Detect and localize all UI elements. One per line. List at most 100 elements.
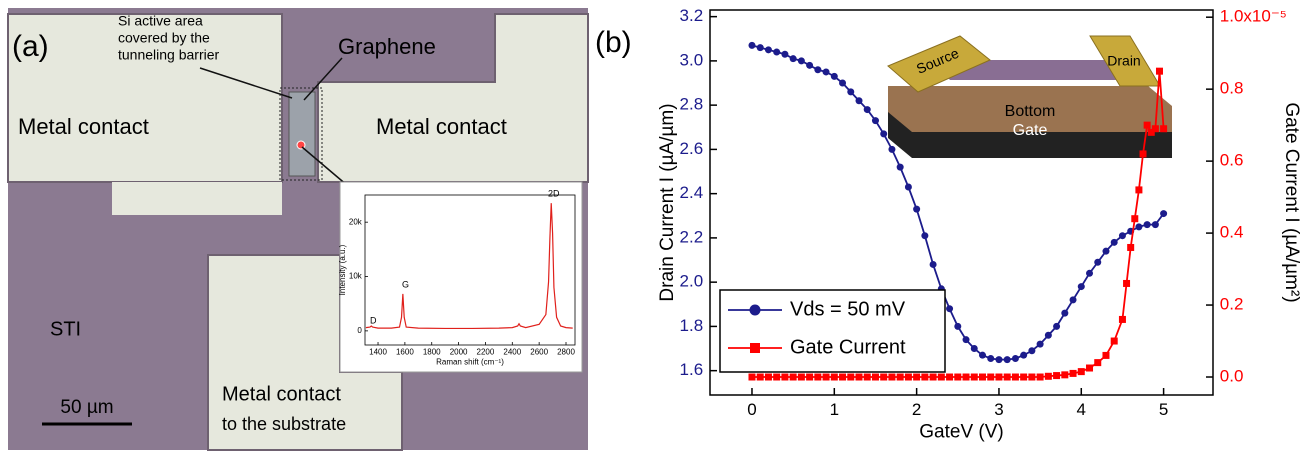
data-point: [814, 373, 822, 381]
data-point: [1160, 210, 1168, 218]
graphene-channel: [288, 91, 316, 177]
x-tick-label: 2000: [450, 347, 468, 356]
data-point: [871, 117, 879, 125]
x-tick-label: 2800: [557, 347, 575, 356]
data-point: [1020, 373, 1028, 381]
data-point: [1094, 359, 1102, 367]
data-point: [1003, 356, 1011, 364]
active-area-box: [279, 87, 323, 181]
y2-tick-label: 1.0x10⁻⁵: [1220, 7, 1287, 26]
y-tick-label: 10k: [349, 272, 363, 281]
data-point: [1160, 125, 1168, 133]
y-tick-label: 3.0: [680, 50, 704, 69]
data-point: [929, 373, 937, 381]
data-point: [773, 373, 781, 381]
data-point: [937, 373, 945, 381]
legend-box: [719, 289, 946, 373]
x-tick-label: 1600: [396, 347, 414, 356]
data-point: [847, 373, 855, 381]
data-point: [995, 356, 1003, 364]
data-point: [839, 373, 847, 381]
peak-label: G: [402, 279, 409, 289]
y2-axis-title: Gate Current I (µA/µm²): [1281, 102, 1302, 302]
data-point: [880, 373, 888, 381]
data-point: [987, 373, 995, 381]
data-point: [847, 88, 855, 96]
data-point: [1077, 283, 1085, 291]
data-point: [1044, 331, 1052, 339]
data-point: [1020, 351, 1028, 359]
y2-tick-label: 0.0: [1220, 366, 1244, 385]
y2-tick-label: 0.6: [1220, 151, 1244, 170]
x-tick-label: 3: [994, 400, 1003, 419]
data-point: [1069, 296, 1077, 304]
data-point: [1086, 364, 1094, 372]
data-point: [1077, 368, 1085, 376]
x-tick-label: 4: [1077, 400, 1086, 419]
data-point: [1011, 354, 1019, 362]
data-point: [913, 205, 921, 213]
y-axis-title: Drain Current I (µA/µm): [657, 103, 678, 301]
graphene-layer: [930, 60, 1130, 80]
data-point: [929, 260, 937, 268]
data-point: [946, 373, 954, 381]
data-point: [1102, 247, 1110, 255]
data-point: [987, 354, 995, 362]
data-point: [863, 106, 871, 114]
data-point: [1094, 258, 1102, 266]
source-electrode: [887, 35, 991, 93]
data-point: [1044, 372, 1052, 380]
data-point: [855, 97, 863, 105]
y-tick-label: 20k: [349, 217, 363, 226]
data-point: [1086, 269, 1094, 277]
y2-tick-label: 0.8: [1220, 79, 1244, 98]
y-tick-label: 2.0: [680, 272, 704, 291]
data-point: [1123, 279, 1131, 287]
contact-label: Metal contact: [222, 383, 341, 405]
panel-label: (a): [12, 30, 49, 63]
x-tick-label: 2400: [503, 347, 521, 356]
y-tick-label: 1.8: [680, 316, 704, 335]
data-point: [1135, 186, 1143, 194]
data-point: [1061, 371, 1069, 379]
legend-marker: [749, 304, 761, 316]
data-point: [863, 373, 871, 381]
peak-label: D: [370, 315, 377, 325]
data-point: [946, 305, 954, 313]
annotation-arrow: [199, 67, 293, 99]
data-point: [921, 232, 929, 240]
sti-label: STI: [50, 318, 81, 340]
data-point: [756, 373, 764, 381]
y-tick-label: 3.2: [680, 6, 704, 25]
legend-label: Gate Current: [790, 336, 906, 358]
data-point: [888, 145, 896, 153]
data-point: [806, 61, 814, 69]
y-tick-label: 0: [357, 326, 362, 335]
drain-label: Drain: [1107, 53, 1140, 69]
right-metal: [317, 13, 589, 183]
data-point: [748, 41, 756, 49]
data-point: [839, 79, 847, 87]
data-point: [748, 373, 756, 381]
data-point: [781, 50, 789, 58]
data-point: [764, 46, 772, 54]
data-point: [921, 373, 929, 381]
data-point: [822, 373, 830, 381]
data-point: [797, 373, 805, 381]
y2-tick-label: 0.4: [1220, 223, 1244, 242]
scale-label: 50 µm: [60, 397, 113, 418]
data-point: [978, 373, 986, 381]
data-point: [970, 345, 978, 353]
x-tick-label: 1: [830, 400, 839, 419]
oxide-layer: [888, 86, 1172, 132]
data-point: [962, 373, 970, 381]
data-point: [871, 373, 879, 381]
gate-label: Gate: [1013, 122, 1048, 139]
data-point: [1028, 373, 1036, 381]
left-metal-step: [112, 182, 282, 215]
y-tick-label: 2.6: [680, 139, 704, 158]
data-point: [880, 130, 888, 138]
data-point: [1003, 373, 1011, 381]
y-tick-label: 1.6: [680, 360, 704, 379]
